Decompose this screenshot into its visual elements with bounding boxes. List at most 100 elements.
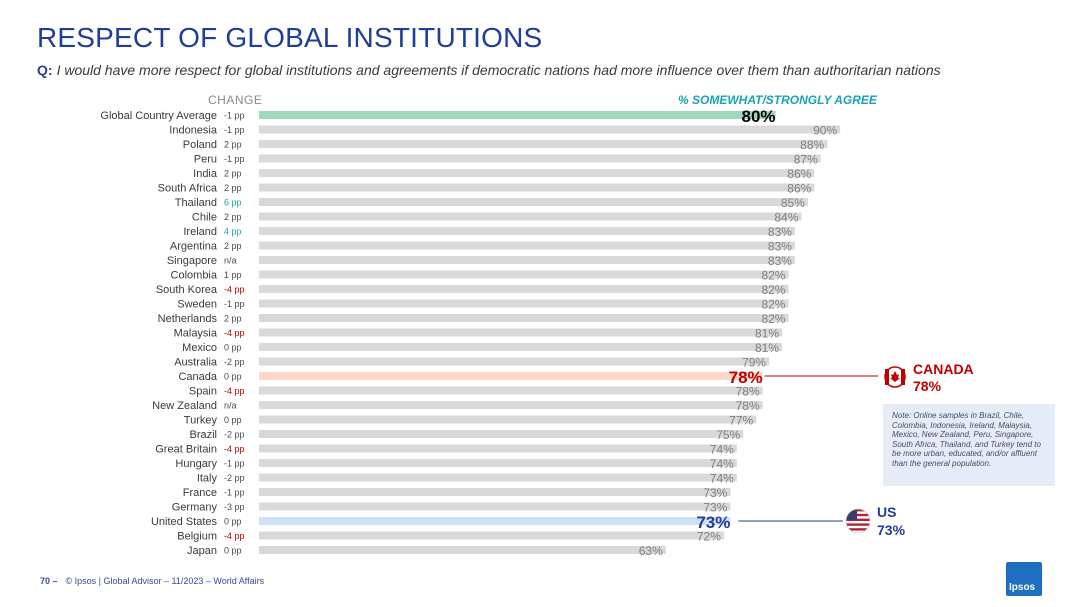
footer: 70 – © Ipsos | Global Advisor – 11/2023 –… xyxy=(40,576,264,586)
category-label-south-korea: South Korea xyxy=(156,284,218,296)
category-label-japan: Japan xyxy=(187,545,217,557)
change-label-sweden: -1 pp xyxy=(224,299,245,309)
category-label-canada: Canada xyxy=(178,371,217,383)
change-label-netherlands: 2 pp xyxy=(224,314,242,324)
value-label-chile: 84% xyxy=(774,211,798,225)
change-label-france: -1 pp xyxy=(224,488,245,498)
bar-canada xyxy=(259,372,763,380)
change-label-south-korea: -4 pp xyxy=(224,285,245,295)
change-label-australia: -2 pp xyxy=(224,357,245,367)
bar-united-states xyxy=(259,517,731,525)
footer-text: © Ipsos | Global Advisor – 11/2023 – Wor… xyxy=(65,576,265,586)
change-label-malaysia: -4 pp xyxy=(224,328,245,338)
category-label-poland: Poland xyxy=(183,139,217,151)
category-label-thailand: Thailand xyxy=(175,197,217,209)
change-label-poland: 2 pp xyxy=(224,140,242,150)
canada-callout-label: CANADA xyxy=(913,361,974,377)
value-label-sweden: 82% xyxy=(761,298,785,312)
change-label-canada: 0 pp xyxy=(224,372,242,382)
value-label-spain: 78% xyxy=(736,385,760,399)
change-label-south-africa: 2 pp xyxy=(224,183,242,193)
category-label-indonesia: Indonesia xyxy=(169,125,218,137)
bar-ireland xyxy=(259,227,795,235)
category-label-new-zealand: New Zealand xyxy=(152,400,217,412)
bar-italy xyxy=(259,473,737,482)
category-label-mexico: Mexico xyxy=(182,342,217,354)
change-column-header: CHANGE xyxy=(208,93,263,107)
value-label-great-britain: 74% xyxy=(710,443,734,457)
category-label-australia: Australia xyxy=(174,357,218,369)
category-label-brazil: Brazil xyxy=(189,429,217,441)
ipsos-logo-text: Ipsos xyxy=(1009,582,1036,593)
agree-column-header: % SOMEWHAT/STRONGLY AGREE xyxy=(678,93,877,107)
category-label-global-country-average: Global Country Average xyxy=(100,110,217,122)
value-label-argentina: 83% xyxy=(768,240,792,254)
change-label-spain: -4 pp xyxy=(224,386,245,396)
value-label-malaysia: 81% xyxy=(755,327,779,341)
change-label-argentina: 2 pp xyxy=(224,241,242,251)
value-label-global-country-average: 80% xyxy=(742,107,776,126)
category-label-colombia: Colombia xyxy=(171,270,218,282)
bar-singapore xyxy=(259,256,795,264)
value-label-australia: 79% xyxy=(742,356,766,370)
question-label: Q: xyxy=(37,62,53,78)
bar-australia xyxy=(259,357,770,366)
bar-colombia xyxy=(259,270,789,279)
bar-belgium xyxy=(259,531,724,540)
category-label-spain: Spain xyxy=(189,386,217,398)
value-label-peru: 87% xyxy=(794,153,818,167)
bar-france xyxy=(259,488,731,496)
change-label-indonesia: -1 pp xyxy=(224,125,245,135)
category-label-sweden: Sweden xyxy=(177,299,217,311)
value-label-india: 86% xyxy=(787,167,811,181)
us-callout-label: US xyxy=(877,504,897,520)
category-label-italy: Italy xyxy=(197,473,218,485)
category-label-ireland: Ireland xyxy=(183,226,217,238)
ipsos-logo: Ipsos xyxy=(1006,562,1042,596)
change-label-colombia: 1 pp xyxy=(224,270,242,280)
note-text: Note: Online samples in Brazil, Chile, C… xyxy=(892,411,1041,468)
change-label-peru: -1 pp xyxy=(224,154,245,164)
bar-spain xyxy=(259,386,763,395)
bar-india xyxy=(259,169,815,177)
bar-south-africa xyxy=(259,183,815,192)
bar-argentina xyxy=(259,241,795,250)
bar-turkey xyxy=(259,415,757,424)
bar-mexico xyxy=(259,343,783,351)
bar-malaysia xyxy=(259,328,783,337)
value-label-japan: 63% xyxy=(639,544,663,558)
category-label-netherlands: Netherlands xyxy=(158,313,218,325)
value-label-poland: 88% xyxy=(800,138,824,152)
category-label-belgium: Belgium xyxy=(177,531,217,543)
bar-brazil xyxy=(259,430,744,438)
value-label-hungary: 74% xyxy=(710,457,734,471)
value-label-netherlands: 82% xyxy=(761,312,785,326)
change-label-united-states: 0 pp xyxy=(224,517,242,527)
value-label-turkey: 77% xyxy=(729,414,753,428)
bar-peru xyxy=(259,154,821,163)
category-label-peru: Peru xyxy=(194,154,217,166)
bar-germany xyxy=(259,502,731,511)
change-label-japan: 0 pp xyxy=(224,546,242,556)
value-label-colombia: 82% xyxy=(761,269,785,283)
value-label-singapore: 83% xyxy=(768,254,792,268)
bar-new-zealand xyxy=(259,401,763,409)
value-label-ireland: 83% xyxy=(768,225,792,239)
bar-hungary xyxy=(259,459,737,467)
canada-callout-value: 78% xyxy=(913,378,942,394)
change-label-germany: -3 pp xyxy=(224,502,245,512)
value-label-indonesia: 90% xyxy=(813,124,837,138)
category-label-south-africa: South Africa xyxy=(158,183,218,195)
us-callout-value: 73% xyxy=(877,522,906,538)
bar-south-korea xyxy=(259,285,789,293)
change-label-ireland: 4 pp xyxy=(224,227,242,237)
change-label-hungary: -1 pp xyxy=(224,459,245,469)
value-label-south-africa: 86% xyxy=(787,182,811,196)
bar-chile xyxy=(259,212,802,221)
change-label-thailand: 6 pp xyxy=(224,198,242,208)
question: Q: I would have more respect for global i… xyxy=(37,62,941,78)
category-label-france: France xyxy=(183,487,217,499)
us-flag-icon xyxy=(845,508,871,534)
question-text: I would have more respect for global ins… xyxy=(56,62,941,78)
page-number: 70 – xyxy=(40,576,58,586)
